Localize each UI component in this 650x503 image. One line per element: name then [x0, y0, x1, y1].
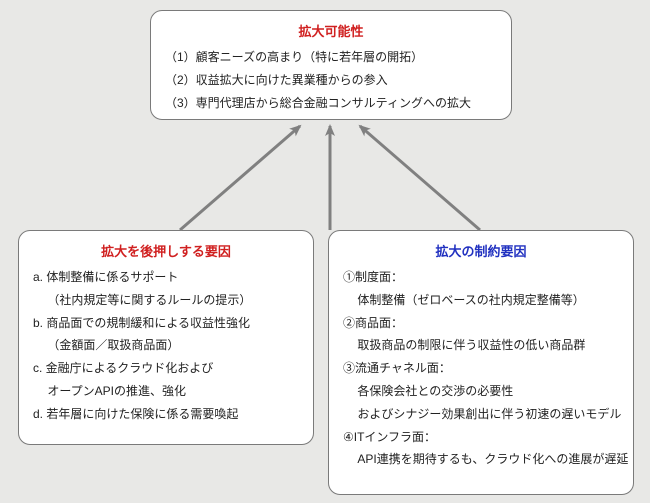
top-box-item: （3）専門代理店から総合金融コンサルティングへの拡大	[165, 92, 497, 115]
top-box-items: （1）顧客ニーズの高まり（特に若年層の開拓）（2）収益拡大に向けた異業種からの参…	[165, 46, 497, 114]
right-box-item: ②商品面：	[343, 312, 619, 335]
top-box-item: （1）顧客ニーズの高まり（特に若年層の開拓）	[165, 46, 497, 69]
left-box-title: 拡大を後押しする要因	[33, 241, 299, 260]
right-box-item: 取扱商品の制限に伴う収益性の低い商品群	[343, 334, 619, 357]
top-box-item: （2）収益拡大に向けた異業種からの参入	[165, 69, 497, 92]
left-box-item: d. 若年層に向けた保険に係る需要喚起	[33, 403, 299, 426]
right-box-item: ③流通チャネル面：	[343, 357, 619, 380]
left-box-item: c. 金融庁によるクラウド化および	[33, 357, 299, 380]
right-box-item: 各保険会社との交渉の必要性	[343, 380, 619, 403]
left-box: 拡大を後押しする要因 a. 体制整備に係るサポート（社内規定等に関するルールの提…	[18, 230, 314, 445]
left-box-item: （金額面／取扱商品面）	[33, 334, 299, 357]
left-box-item: （社内規定等に関するルールの提示）	[33, 289, 299, 312]
right-box-items: ①制度面：体制整備（ゼロベースの社内規定整備等）②商品面：取扱商品の制限に伴う収…	[343, 266, 619, 471]
right-box: 拡大の制約要因 ①制度面：体制整備（ゼロベースの社内規定整備等）②商品面：取扱商…	[328, 230, 634, 495]
right-box-item: ④ITインフラ面：	[343, 426, 619, 449]
right-box-title: 拡大の制約要因	[343, 241, 619, 260]
left-box-item: オープンAPIの推進、強化	[33, 380, 299, 403]
right-box-item: API連携を期待するも、クラウド化への進展が遅延	[343, 448, 619, 471]
top-box-title: 拡大可能性	[165, 21, 497, 40]
top-box: 拡大可能性 （1）顧客ニーズの高まり（特に若年層の開拓）（2）収益拡大に向けた異…	[150, 10, 512, 120]
right-box-item: ①制度面：	[343, 266, 619, 289]
arrow	[180, 126, 300, 230]
right-box-item: 体制整備（ゼロベースの社内規定整備等）	[343, 289, 619, 312]
arrow	[360, 126, 480, 230]
left-box-item: a. 体制整備に係るサポート	[33, 266, 299, 289]
right-box-item: およびシナジー効果創出に伴う初速の遅いモデル	[343, 403, 619, 426]
left-box-item: b. 商品面での規制緩和による収益性強化	[33, 312, 299, 335]
left-box-items: a. 体制整備に係るサポート（社内規定等に関するルールの提示）b. 商品面での規…	[33, 266, 299, 426]
